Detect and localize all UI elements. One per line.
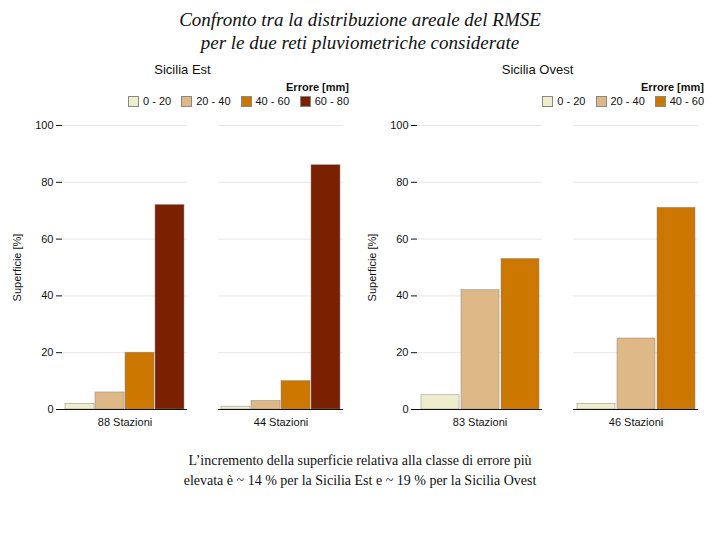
html-text:20 - 40: 20 - 40 <box>610 95 645 107</box>
svg-text:0: 0 <box>402 403 408 415</box>
html-text:40 - 60: 40 - 60 <box>669 95 704 107</box>
svg-text:0: 0 <box>47 403 53 415</box>
svg-text:Superficie [%]: Superficie [%] <box>366 234 378 302</box>
svg-text:Superficie [%]: Superficie [%] <box>11 234 23 302</box>
html-text:60 - 80: 60 - 80 <box>314 95 349 107</box>
svg-text:80: 80 <box>396 176 408 188</box>
html-text:Errore [mm]: Errore [mm] <box>286 81 349 93</box>
html-text:0 - 20: 0 - 20 <box>143 95 172 107</box>
html-text:Errore [mm]: Errore [mm] <box>641 81 704 93</box>
html-text:Sicilia Ovest: Sicilia Ovest <box>501 62 574 77</box>
html-text:0 - 20: 0 - 20 <box>557 95 586 107</box>
svg-text:60: 60 <box>41 233 53 245</box>
svg-text:20: 20 <box>396 346 408 358</box>
svg-text:100: 100 <box>35 119 53 131</box>
html-text:20 - 40: 20 - 40 <box>196 95 231 107</box>
svg-text:46 Stazioni: 46 Stazioni <box>609 416 663 428</box>
svg-text:40: 40 <box>396 289 408 301</box>
svg-text:88 Stazioni: 88 Stazioni <box>98 416 152 428</box>
svg-text:83 Stazioni: 83 Stazioni <box>453 416 507 428</box>
svg-text:40: 40 <box>41 289 53 301</box>
svg-text:60: 60 <box>396 233 408 245</box>
svg-text:20: 20 <box>41 346 53 358</box>
svg-text:100: 100 <box>390 119 408 131</box>
svg-text:80: 80 <box>41 176 53 188</box>
html-text:Sicilia Est: Sicilia Est <box>154 62 211 77</box>
html-text:L’incremento della superficie: L’incremento della superficie relativa a… <box>183 453 537 488</box>
svg-text:44 Stazioni: 44 Stazioni <box>254 416 308 428</box>
html-text:Confronto tra la distribuzione: Confronto tra la distribuzione areale de… <box>179 9 541 53</box>
html-text:40 - 60: 40 - 60 <box>255 95 290 107</box>
